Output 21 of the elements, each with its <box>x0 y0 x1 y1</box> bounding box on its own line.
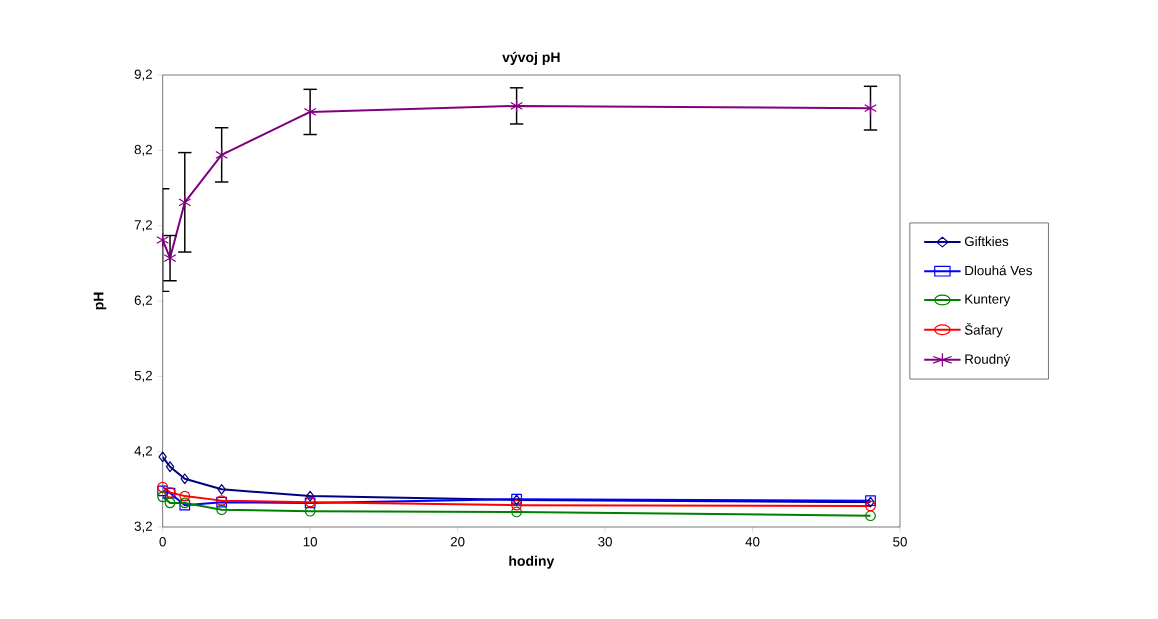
y-tick-label: 5,2 <box>134 370 152 382</box>
x-tick-label: 0 <box>159 537 166 547</box>
y-tick-label: 4,2 <box>134 446 152 458</box>
legend-label: Roudný <box>965 353 1011 367</box>
y-tick-label: 7,2 <box>134 220 152 232</box>
legend-label: Kuntery <box>965 294 1011 307</box>
chart-title: vývoj pH <box>502 51 560 65</box>
legend-label: Šafary <box>964 322 1003 338</box>
x-tick-label: 40 <box>745 537 760 547</box>
x-tick-label: 50 <box>893 537 907 547</box>
legend-label: Dlouhá Ves <box>965 265 1032 276</box>
y-tick-label: 6,2 <box>134 295 152 307</box>
legend-label: Giftkies <box>964 236 1009 247</box>
x-axis-title: hodiny <box>509 555 555 569</box>
x-tick-label: 30 <box>598 537 612 547</box>
y-tick-label: 8,2 <box>134 144 152 156</box>
y-tick-label: 3,2 <box>134 521 152 533</box>
y-tick-label: 9,2 <box>134 69 152 81</box>
x-tick-label: 10 <box>303 537 318 547</box>
y-axis-title: pH <box>93 292 107 310</box>
x-tick-label: 20 <box>450 537 465 547</box>
